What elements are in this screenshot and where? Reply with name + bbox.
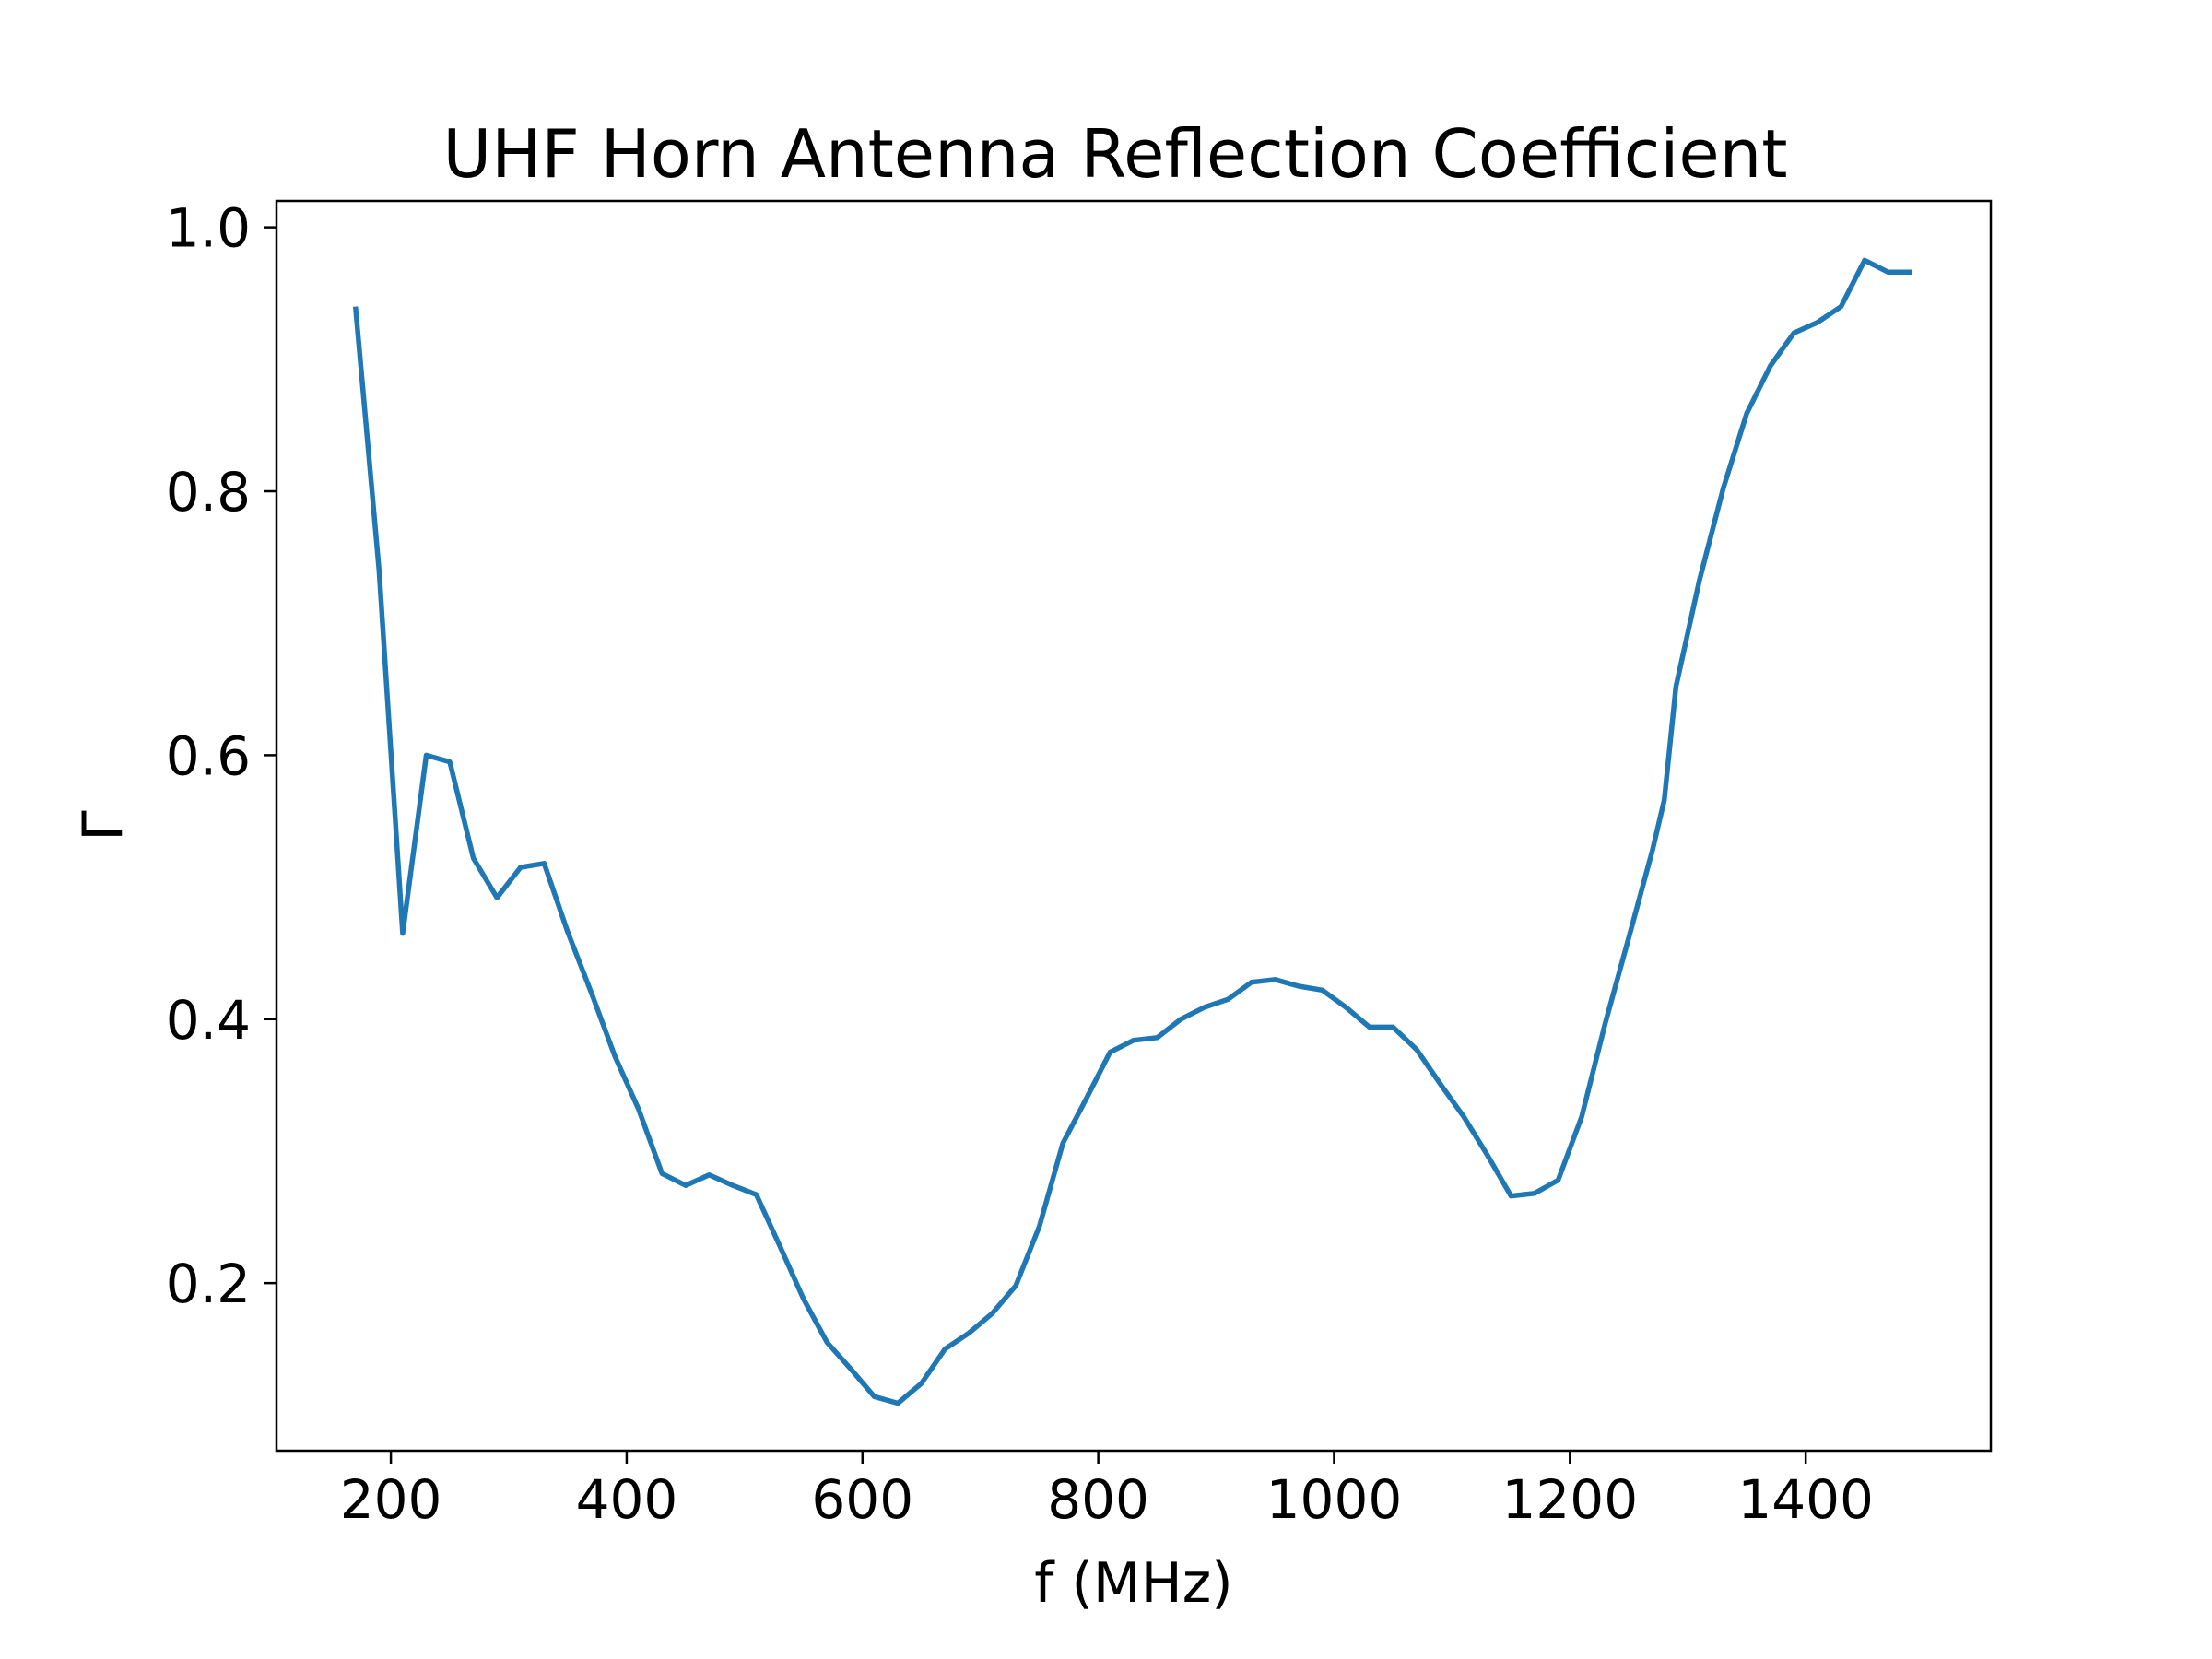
x-tick-label: 1000 (1266, 1468, 1403, 1531)
y-tick-label: 0.6 (166, 724, 251, 787)
x-tick-label: 600 (811, 1468, 913, 1531)
x-axis-label: f (MHz) (1034, 1551, 1232, 1616)
series-line (352, 257, 1912, 1406)
x-axis: 200 400 600 800 1000 1200 1400 (340, 1451, 1874, 1531)
y-axis: 0.2 0.4 0.6 0.8 1.0 (166, 197, 276, 1315)
x-tick-label: 800 (1047, 1468, 1149, 1531)
y-tick-label: 0.4 (166, 989, 251, 1052)
y-axis-label: Γ (71, 810, 135, 841)
y-tick-label: 1.0 (166, 197, 251, 260)
plot-area (352, 257, 1912, 1406)
x-tick-label: 200 (340, 1468, 442, 1531)
plot-frame (275, 199, 1993, 1453)
x-tick-label: 400 (576, 1468, 678, 1531)
x-tick-label: 1200 (1502, 1468, 1639, 1531)
y-tick-label: 0.2 (166, 1253, 251, 1315)
y-tick-label: 0.8 (166, 461, 251, 524)
chart-title: UHF Horn Antenna Reflection Coefficient (443, 115, 1788, 193)
x-tick-label: 1400 (1737, 1468, 1874, 1531)
